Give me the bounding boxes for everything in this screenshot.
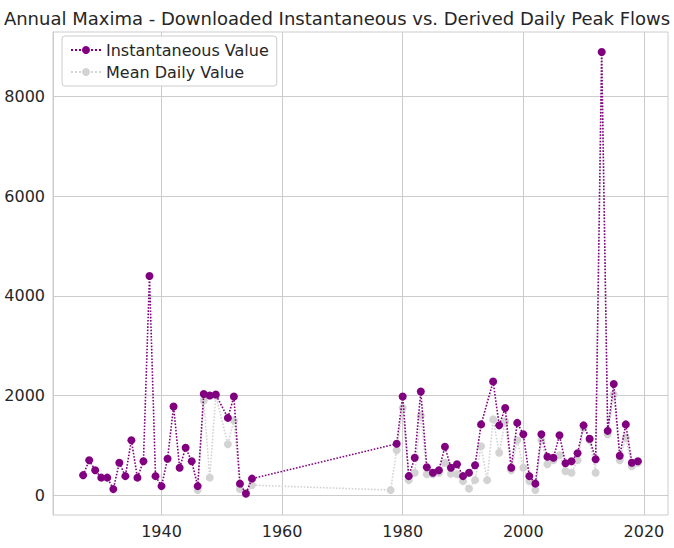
svg-text:Annual Maxima - Downloaded Ins: Annual Maxima - Downloaded Instantaneous…	[4, 8, 670, 29]
svg-text:2020: 2020	[624, 522, 665, 541]
svg-text:6000: 6000	[4, 187, 45, 206]
svg-text:4000: 4000	[4, 286, 45, 305]
svg-text:2000: 2000	[4, 386, 45, 405]
svg-text:0: 0	[35, 486, 45, 505]
svg-text:1960: 1960	[262, 522, 303, 541]
svg-text:1940: 1940	[141, 522, 182, 541]
svg-text:2000: 2000	[503, 522, 544, 541]
svg-text:Mean Daily Value: Mean Daily Value	[106, 63, 244, 82]
svg-text:Instantaneous Value: Instantaneous Value	[106, 41, 269, 60]
svg-text:8000: 8000	[4, 87, 45, 106]
svg-text:1980: 1980	[382, 522, 423, 541]
